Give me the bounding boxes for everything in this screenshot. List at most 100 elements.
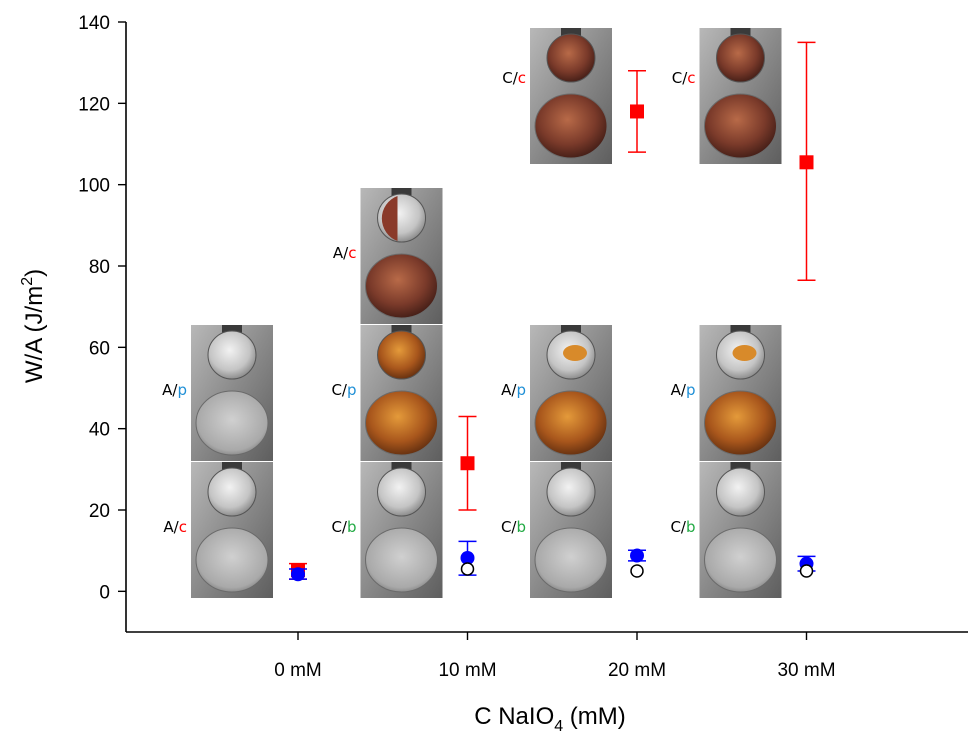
photo-stub <box>561 462 581 472</box>
inset-label-suffix: b <box>686 518 696 536</box>
photo-substrate <box>365 390 438 456</box>
inset-label-prefix: C/ <box>670 518 686 536</box>
inset-label-prefix: C/ <box>331 381 347 399</box>
inset-label-prefix: C/ <box>331 518 347 536</box>
inset-label: C/c <box>672 69 696 87</box>
inset-label: C/b <box>501 518 526 536</box>
photo-stub <box>222 325 242 335</box>
inset-label: C/b <box>331 518 356 536</box>
y-tick-label: 120 <box>78 94 110 115</box>
photo-probe-residue <box>563 345 587 361</box>
inset-label-suffix: c <box>179 518 187 536</box>
x-tick-label: 0 mM <box>274 660 322 681</box>
data-marks <box>289 41 816 582</box>
inset-label-suffix: c <box>518 69 526 87</box>
photo-substrate <box>534 527 608 593</box>
inset-label-prefix: A/ <box>163 518 179 536</box>
y-tick-label: 0 <box>99 582 110 603</box>
photo-probe <box>377 330 426 380</box>
y-tick-label: 100 <box>78 176 110 197</box>
inset-label: A/p <box>162 381 187 399</box>
photo-probe <box>716 467 765 517</box>
y-tick-label: 40 <box>89 420 110 441</box>
photo-substrate <box>365 253 438 319</box>
photo-stub <box>730 28 751 38</box>
data-point <box>460 456 475 471</box>
inset-photo <box>360 188 443 324</box>
inset-label-prefix: A/ <box>671 381 687 399</box>
inset-label: C/c <box>502 69 526 87</box>
inset-photo <box>530 462 612 598</box>
data-point <box>799 155 814 170</box>
photo-stub <box>391 325 412 335</box>
photo-stub <box>561 325 581 335</box>
data-point <box>630 548 644 563</box>
data-point <box>460 562 475 576</box>
inset-label-prefix: C/ <box>672 69 688 87</box>
photo-stub <box>561 28 581 38</box>
inset-photos: A/cA/pC/bC/pA/cC/bA/pC/cC/bA/pC/c <box>162 28 782 598</box>
y-tick-label: 140 <box>78 13 110 34</box>
photo-probe <box>546 467 596 517</box>
inset-label: A/c <box>163 518 187 536</box>
photo-stub <box>730 325 751 335</box>
inset-label-prefix: C/ <box>502 69 518 87</box>
x-tick-label: 10 mM <box>438 660 496 681</box>
inset-photo <box>699 28 782 164</box>
inset-label-prefix: A/ <box>162 381 178 399</box>
photo-probe <box>207 330 257 380</box>
inset-photo <box>191 462 273 598</box>
inset-label: C/p <box>331 381 356 399</box>
inset-label: A/p <box>671 381 696 399</box>
photo-probe <box>207 467 257 517</box>
inset-photo <box>699 325 782 461</box>
photo-probe <box>377 467 426 517</box>
photo-substrate <box>704 527 777 593</box>
inset-photo <box>699 462 782 598</box>
photo-substrate <box>534 390 608 456</box>
inset-label-suffix: b <box>516 518 526 536</box>
photo-substrate <box>704 93 777 159</box>
inset-label-suffix: b <box>347 518 357 536</box>
axes <box>125 22 968 633</box>
photo-stub <box>222 462 242 472</box>
photo-substrate <box>195 527 269 593</box>
inset-photo <box>360 462 443 598</box>
y-tick-label: 80 <box>89 257 110 278</box>
inset-label-suffix: c <box>687 69 695 87</box>
inset-label-suffix: c <box>348 244 356 262</box>
photo-substrate <box>365 527 438 593</box>
inset-label: A/c <box>333 244 357 262</box>
inset-photo <box>530 28 612 164</box>
inset-label-prefix: A/ <box>501 381 517 399</box>
inset-label-suffix: p <box>347 381 357 399</box>
data-point <box>799 564 814 578</box>
photo-probe <box>716 33 765 83</box>
inset-label-prefix: A/ <box>333 244 349 262</box>
y-tick-label: 20 <box>89 501 110 522</box>
inset-label: C/b <box>670 518 695 536</box>
x-tick-label: 30 mM <box>777 660 835 681</box>
photo-stub <box>730 462 751 472</box>
photo-stub <box>391 188 412 198</box>
inset-photo <box>191 325 273 461</box>
x-tick-label: 20 mM <box>608 660 666 681</box>
photo-substrate <box>534 93 608 159</box>
inset-photo <box>360 325 443 461</box>
data-point <box>291 567 305 582</box>
photo-probe-residue <box>381 196 398 241</box>
inset-label: A/p <box>501 381 526 399</box>
inset-label-suffix: p <box>686 381 696 399</box>
photo-substrate <box>704 390 777 456</box>
photo-probe-residue <box>732 345 757 361</box>
y-tick-label: 60 <box>89 338 110 359</box>
photo-substrate <box>195 390 269 456</box>
x-ticks: 0 mM 10 mM 20 mM 30 mM <box>274 632 836 681</box>
inset-label-suffix: p <box>516 381 526 399</box>
y-ticks: 0 20 40 60 80 100 120 140 <box>78 13 126 603</box>
data-point <box>460 550 475 565</box>
data-point <box>630 564 644 578</box>
y-axis-label: W/A (J/m2) <box>19 269 48 383</box>
data-point <box>630 104 644 119</box>
